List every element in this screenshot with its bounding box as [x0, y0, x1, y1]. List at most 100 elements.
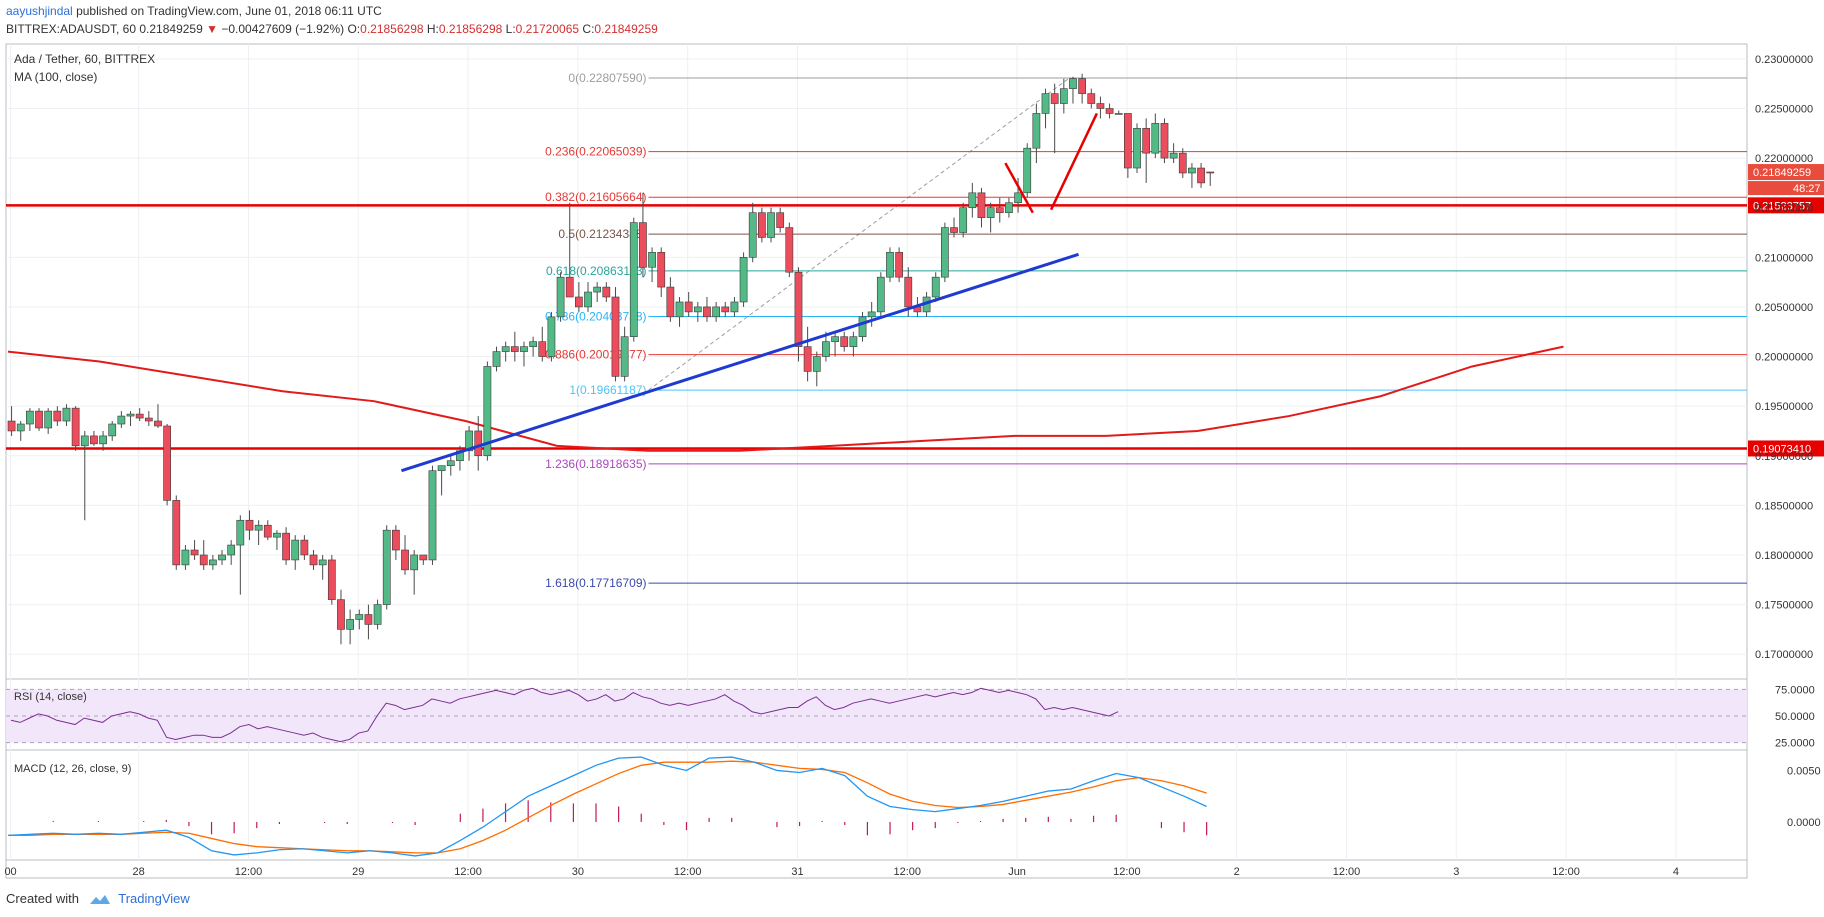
candle-body: [419, 554, 428, 561]
time-tick-label: 30: [572, 866, 584, 878]
candle-body: [273, 532, 281, 538]
candle-body: [227, 544, 236, 556]
candle-body: [986, 207, 995, 218]
horizontal-lines[interactable]: 0.21523757 0.19073410 0.21849259 48:27: [6, 164, 1824, 457]
candle-body: [876, 276, 885, 313]
candle-body: [1096, 103, 1105, 109]
rsi-legend[interactable]: RSI (14, close): [14, 691, 87, 703]
candle-body: [639, 222, 647, 268]
time-tick-label: 29: [352, 866, 364, 878]
candle-body: [199, 554, 208, 566]
candle-body: [126, 413, 135, 417]
candle-body: [693, 306, 702, 313]
candle-body: [135, 413, 144, 419]
candle-body: [959, 207, 968, 233]
fib-level-label: 1.236(0.18918635): [545, 457, 646, 471]
candle-body: [364, 614, 373, 625]
publish-header: aayushjindal published on TradingView.co…: [6, 4, 382, 18]
candle-body: [757, 212, 766, 238]
price-axis[interactable]: 0.23000000 0.22500000 0.22000000 0.21500000…: [1755, 54, 1813, 661]
candle-body: [99, 435, 107, 445]
open-label: O:: [347, 22, 361, 36]
candle-body: [373, 604, 382, 625]
price-tick-label: 0.23000000: [1755, 54, 1813, 66]
high-label: H:: [426, 22, 439, 36]
projection-arrow-line: [1049, 112, 1098, 211]
candle-body: [44, 410, 53, 429]
candle-body: [565, 276, 574, 298]
ohlc-line: BITTREX:ADAUSDT, 60 0.21849259 ▼ −0.0042…: [6, 22, 658, 36]
candle-body: [721, 306, 730, 313]
candle-body: [1050, 93, 1059, 104]
candle-body: [1059, 88, 1068, 104]
candle-body: [1197, 167, 1205, 184]
candle-body: [346, 619, 354, 630]
candle-body: [995, 207, 1004, 213]
candle-body: [666, 286, 675, 318]
candle-body: [437, 465, 446, 471]
symbol-info: BITTREX:ADAUSDT, 60: [6, 22, 137, 36]
macd-tick-label: 0.0050: [1787, 765, 1821, 777]
candle-body: [154, 420, 162, 427]
candle-body: [776, 212, 785, 228]
price-tick-label: 0.21000000: [1755, 252, 1813, 264]
candle-body: [1078, 78, 1087, 94]
candle-body: [950, 227, 958, 233]
author-link[interactable]: aayushjindal: [6, 4, 73, 18]
candle-body: [785, 227, 794, 273]
time-axis[interactable]: 00 28 12:00 29 12:00 30 12:00 31 12:00 Jun 12:00 2 1…: [4, 866, 1678, 878]
macd-legend[interactable]: MACD (12, 26, close, 9): [14, 763, 131, 775]
candle-body: [538, 341, 547, 357]
tradingview-link[interactable]: TradingView: [118, 891, 190, 906]
candle-body: [181, 549, 190, 566]
candle-body: [309, 554, 318, 566]
candle-body: [1005, 202, 1013, 213]
macd-tick-label: 0.0000: [1787, 817, 1821, 829]
candle-body: [401, 549, 409, 571]
candle-body: [529, 341, 537, 347]
tradingview-logo-icon: [89, 894, 110, 904]
macd-pane: 0.0050 0.0000: [7, 756, 1821, 857]
price-tick-label: 0.21500000: [1755, 203, 1813, 215]
publish-info: published on TradingView.com, June 01, 2…: [76, 4, 382, 18]
candle-body: [236, 519, 245, 546]
candle-body: [730, 301, 739, 313]
symbol-legend[interactable]: Ada / Tether, 60, BITTREX: [14, 52, 155, 66]
ma-legend[interactable]: MA (100, close): [14, 70, 97, 84]
candle-body: [895, 252, 903, 278]
open-value: 0.21856298: [360, 22, 424, 36]
time-tick-label: 12:00: [1113, 866, 1141, 878]
candle-body: [629, 222, 638, 337]
candle-body: [1087, 93, 1096, 104]
candle-body: [391, 529, 400, 551]
time-tick-label: 12:00: [1333, 866, 1361, 878]
candle-body: [300, 539, 309, 556]
price-tick-label: 0.17500000: [1755, 600, 1813, 612]
hline-price-label: 0.19073410: [1753, 443, 1811, 455]
close-label: C:: [582, 22, 595, 36]
time-tick-label: 3: [1453, 866, 1459, 878]
candle-body: [1032, 113, 1041, 149]
candle-body: [1206, 171, 1215, 174]
current-price-tag: [1748, 164, 1824, 181]
price-tick-label: 0.19000000: [1755, 451, 1813, 463]
candle-body: [1160, 123, 1169, 159]
rsi-tick-label: 75.0000: [1775, 684, 1815, 696]
candle-body: [510, 346, 519, 352]
candle-body: [90, 435, 98, 445]
candle-body: [172, 500, 181, 566]
candle-body: [318, 559, 327, 566]
drawings[interactable]: [400, 112, 1098, 473]
candle-body: [327, 559, 336, 600]
candle-body: [1124, 113, 1132, 169]
candle-body: [858, 316, 867, 337]
candle-body: [1069, 78, 1077, 89]
candle-body: [25, 410, 34, 425]
candle-body: [611, 296, 620, 377]
candle-body: [684, 301, 693, 313]
candle-body: [547, 316, 556, 357]
candle-body: [1151, 123, 1160, 154]
current-price-label: 0.21849259: [1753, 167, 1811, 179]
candle-body: [648, 252, 656, 268]
